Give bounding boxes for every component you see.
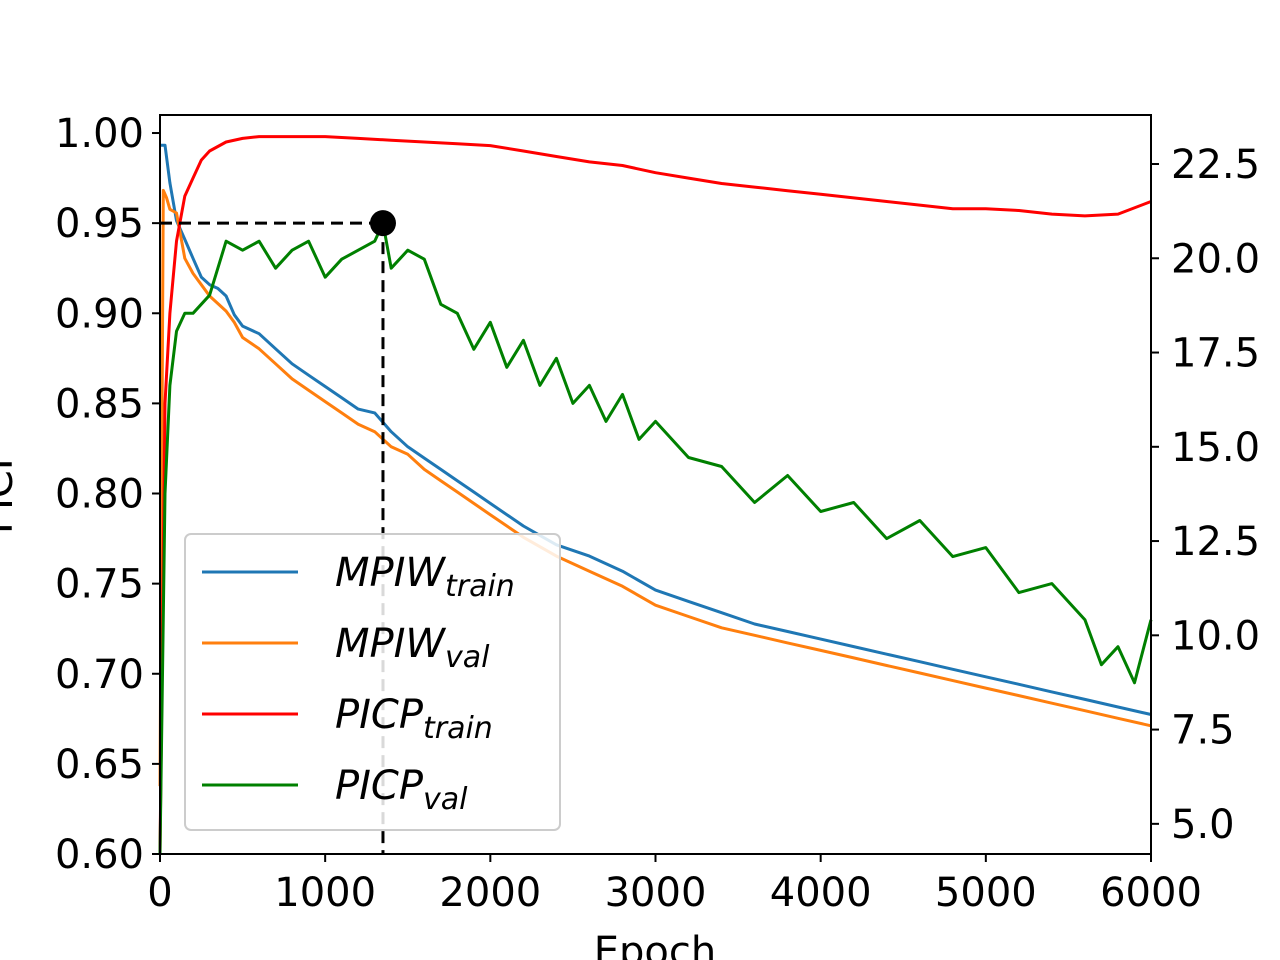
x-tick-label: 4000: [770, 870, 872, 916]
y-axis-left: 0.60 0.65 0.70 0.75 0.80 0.85 0.90 0.95 1.00: [55, 111, 160, 878]
series-line-picp-train: [158, 135, 1152, 855]
series-line-mpiw-train: [160, 143, 1152, 716]
y-left-tick-label: 0.95: [55, 201, 144, 247]
legend-label: MPIWtrain: [335, 550, 515, 604]
x-axis-label: Epoch: [594, 929, 716, 960]
y-left-tick-label: 0.80: [55, 472, 144, 518]
x-tick-label: 5000: [935, 870, 1037, 916]
y-right-tick-label: 5.0: [1171, 802, 1235, 848]
x-axis: 0 1000 2000 3000 4000 5000 6000: [147, 854, 1202, 916]
y-right-tick-label: 12.5: [1171, 519, 1260, 565]
y-left-tick-label: 0.60: [55, 832, 144, 878]
y-left-tick-label: 1.00: [55, 111, 144, 157]
y-right-tick-label: 7.5: [1171, 708, 1235, 754]
legend-label: MPIWval: [335, 621, 490, 675]
x-tick-label: 0: [147, 870, 172, 916]
y-left-tick-label: 0.70: [55, 652, 144, 698]
y-right-tick-label: 20.0: [1171, 236, 1260, 282]
x-tick-label: 1000: [274, 870, 376, 916]
y-left-tick-label: 0.75: [55, 562, 144, 608]
legend-label: PICPval: [335, 763, 468, 817]
y-left-tick-label: 0.90: [55, 291, 144, 337]
legend-box: [184, 533, 561, 831]
y-axis-label-left: PICP: [0, 446, 22, 534]
y-right-tick-label: 22.5: [1171, 142, 1260, 188]
legend: MPIWtrain MPIWval PICPtrain PICPval: [184, 533, 561, 831]
y-right-tick-label: 10.0: [1171, 613, 1260, 659]
x-tick-label: 6000: [1100, 870, 1202, 916]
y-left-tick-label: 0.65: [55, 742, 144, 788]
y-right-tick-label: 15.0: [1171, 425, 1260, 471]
series-line-picp-val: [158, 221, 1153, 855]
x-tick-label: 2000: [439, 870, 541, 916]
y-right-tick-label: 17.5: [1171, 331, 1260, 377]
series-line-mpiw-val: [158, 188, 1152, 787]
legend-label: PICPtrain: [335, 692, 493, 746]
y-left-tick-label: 0.85: [55, 381, 144, 427]
annotation-point: [369, 210, 396, 237]
x-tick-label: 3000: [605, 870, 707, 916]
y-axis-right: 5.0 7.5 10.0 12.5 15.0 17.5 20.0 22.5: [1151, 142, 1260, 848]
